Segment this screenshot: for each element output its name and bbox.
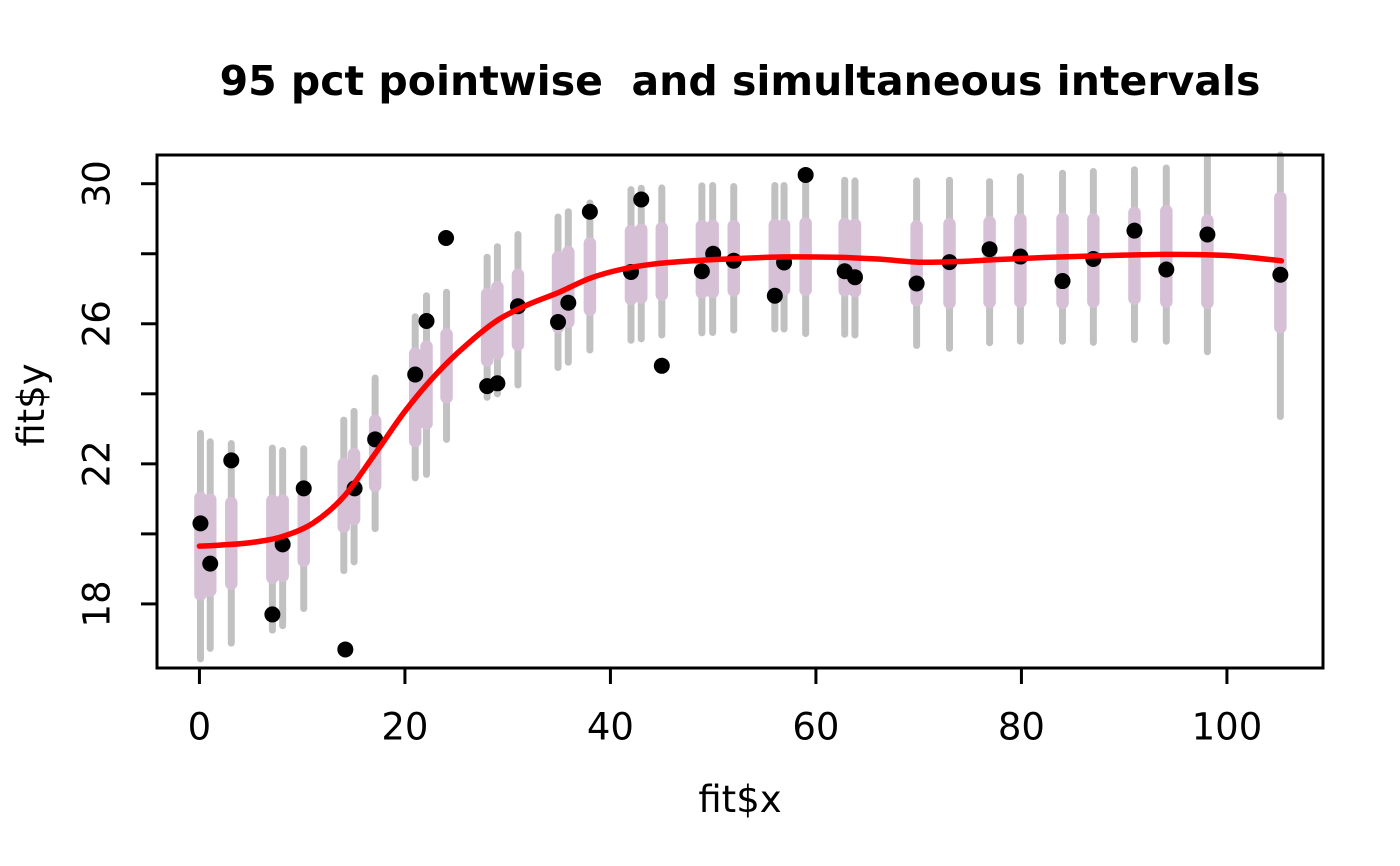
x-tick-label: 20: [381, 706, 428, 749]
data-point: [489, 375, 506, 392]
data-point: [223, 452, 240, 469]
x-tick-label: 0: [188, 706, 212, 749]
data-point: [202, 555, 219, 572]
scatter-points-layer: [192, 166, 1289, 658]
data-point: [407, 366, 424, 383]
data-point: [295, 480, 312, 497]
data-point: [418, 312, 435, 329]
data-point: [653, 357, 670, 374]
y-tick-label: 18: [76, 580, 119, 627]
x-axis-label: fit$x: [698, 778, 781, 821]
data-point: [633, 191, 650, 208]
data-point: [1199, 226, 1216, 243]
data-point: [192, 515, 209, 532]
data-point: [264, 606, 281, 623]
chart-title: 95 pct pointwise and simultaneous interv…: [220, 57, 1261, 105]
y-axis-label: fit$y: [10, 363, 53, 446]
data-point: [550, 314, 567, 331]
data-point: [438, 229, 455, 246]
axes-layer: 0 20 40 60 80 100 18 22 26 30: [76, 153, 1325, 749]
data-point: [846, 269, 863, 286]
data-point: [981, 241, 998, 258]
simultaneous-intervals-layer: [196, 151, 1284, 663]
loess-curve: [196, 251, 1285, 549]
data-point: [337, 641, 354, 658]
x-tick-label: 100: [1192, 706, 1263, 749]
data-point: [1126, 222, 1143, 239]
data-point: [908, 275, 925, 292]
data-point: [797, 166, 814, 183]
y-tick-label: 22: [76, 440, 119, 487]
data-point: [766, 287, 783, 304]
x-tick-label: 60: [792, 706, 839, 749]
data-point: [693, 263, 710, 280]
x-tick-label: 80: [998, 706, 1045, 749]
x-tick-label: 40: [587, 706, 634, 749]
plot-border: [155, 153, 1325, 670]
y-tick-label: 26: [76, 300, 119, 347]
smooth-curve-layer: [196, 251, 1285, 549]
y-tick-label: 30: [76, 160, 119, 207]
data-point: [1054, 273, 1071, 290]
data-point: [581, 203, 598, 220]
data-point: [1158, 261, 1175, 278]
data-point: [560, 294, 577, 311]
data-point: [1272, 266, 1289, 283]
